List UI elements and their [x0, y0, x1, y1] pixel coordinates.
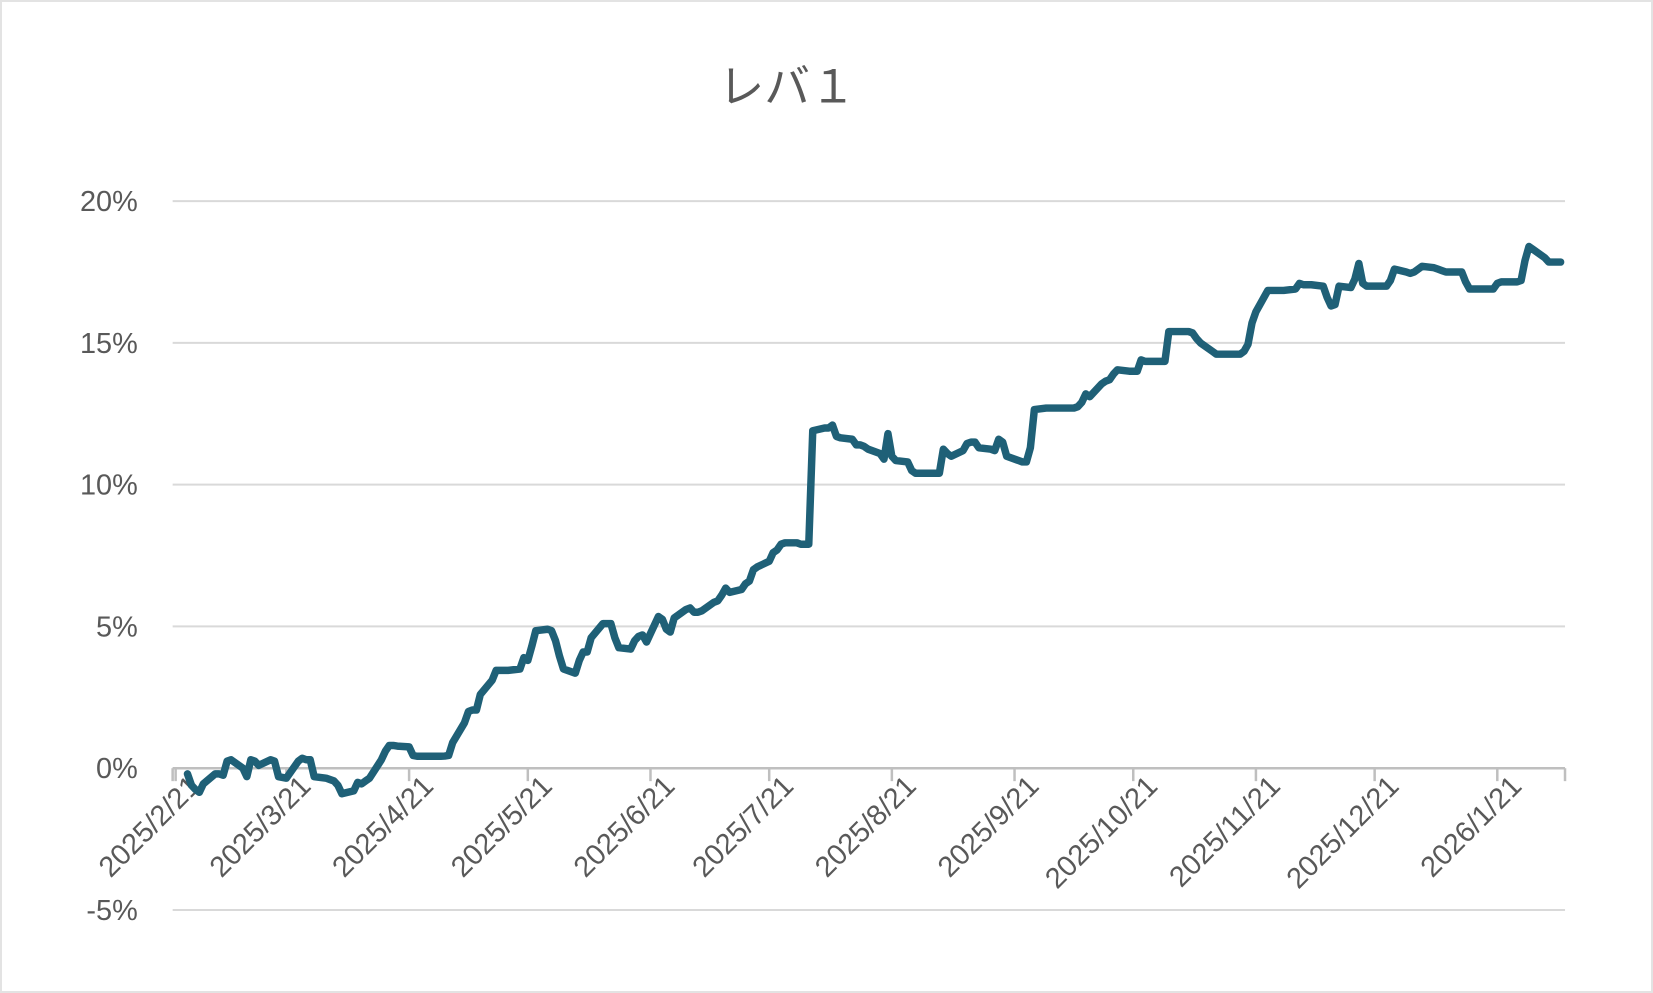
x-axis-tick-label: 2025/7/21 [687, 770, 800, 883]
chart-title: レバ１ [718, 62, 855, 113]
x-axis-tick-label: 2025/4/21 [326, 770, 439, 883]
y-axis-tick-label: 5% [96, 611, 138, 643]
x-axis-tick-label: 2025/8/21 [809, 770, 922, 883]
y-axis-tick-label: 10% [80, 470, 138, 502]
x-axis-tick-label: 2025/5/21 [445, 770, 558, 883]
y-axis-tick-label: -5% [86, 895, 137, 927]
x-axis-tick-label: 2025/3/21 [204, 770, 317, 883]
y-axis-tick-label: 0% [96, 753, 138, 785]
x-axis-tick-label: 2025/9/21 [932, 770, 1045, 883]
series-line [183, 242, 1565, 798]
x-axis-tick-label: 2025/10/21 [1039, 770, 1164, 895]
x-axis-tick-label: 2026/1/21 [1415, 770, 1528, 883]
x-axis-tick-label: 2025/12/21 [1281, 770, 1406, 895]
x-axis-tick-label: 2025/6/21 [568, 770, 681, 883]
y-axis-tick-label: 20% [80, 186, 138, 218]
y-axis-tick-label: 15% [80, 328, 138, 360]
x-axis-tick-label: 2025/11/21 [1163, 770, 1286, 893]
